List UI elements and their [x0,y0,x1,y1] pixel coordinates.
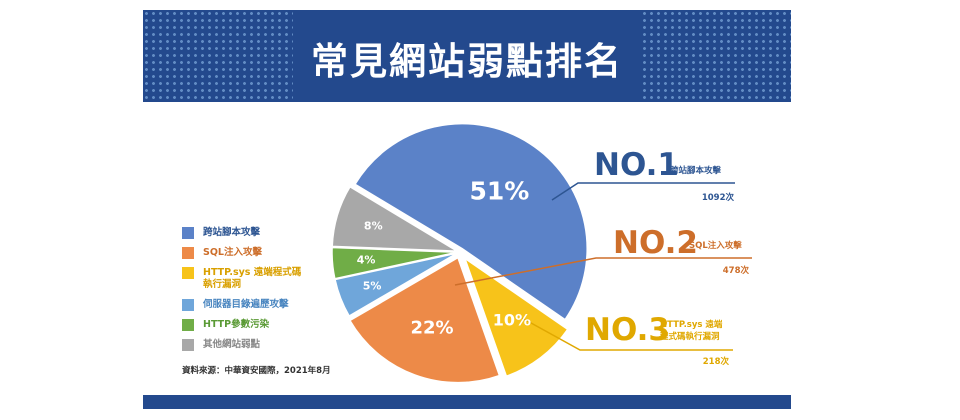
legend-swatch [182,247,194,259]
callout-no1-name: 跨站腳本攻擊 [670,165,721,177]
legend-item: HTTP.sys 遠端程式碼 執行漏洞 [182,267,332,291]
legend-label: HTTP參數污染 [203,319,269,331]
bottom-bar [143,395,791,409]
pie-slice-label: 8% [364,220,383,233]
legend-swatch [182,299,194,311]
legend-swatch [182,319,194,331]
pie-chart: 51% 10% 22% 5% 4% 8% [0,0,960,420]
callout-no2-count: 478次 [723,264,749,276]
legend-label: 跨站腳本攻擊 [203,227,260,239]
pie-slice-label: 4% [357,254,376,267]
callout-no3-rank: NO.3 [585,312,670,348]
callout-no1: NO.1 跨站腳本攻擊 1092次 [594,150,736,181]
callout-no3-name: HTTP.sys 遠端 程式碼執行漏洞 [660,319,722,343]
legend-swatch [182,339,194,351]
legend-item: 伺服器目錄遍歷攻擊 [182,299,332,311]
legend-label: SQL注入攻擊 [203,247,262,259]
callout-no1-rank: NO.1 [594,147,679,183]
callout-no3-count: 218次 [703,355,729,367]
source-note: 資料來源：中華資安國際，2021年8月 [182,364,331,376]
legend: 跨站腳本攻擊 SQL注入攻擊 HTTP.sys 遠端程式碼 執行漏洞伺服器目錄遍歷攻… [182,227,332,359]
legend-item: HTTP參數污染 [182,319,332,331]
pie-slice-label: 5% [363,280,382,293]
pie-slice-label: 10% [493,310,531,329]
legend-label: 其他網站弱點 [203,339,260,351]
pie-slice-label: 22% [410,318,453,339]
legend-item: SQL注入攻擊 [182,247,332,259]
callout-no2: NO.2 SQL注入攻擊 478次 [613,228,753,259]
legend-label: HTTP.sys 遠端程式碼 執行漏洞 [203,267,301,291]
callout-no2-name: SQL注入攻擊 [689,240,742,252]
callout-no2-rank: NO.2 [613,225,698,261]
pie-slice-label: 51% [469,176,529,205]
callout-no3: NO.3 HTTP.sys 遠端 程式碼執行漏洞 218次 [585,315,735,346]
legend-item: 其他網站弱點 [182,339,332,351]
legend-swatch [182,227,194,239]
legend-label: 伺服器目錄遍歷攻擊 [203,299,289,311]
callout-no1-count: 1092次 [702,191,734,203]
legend-swatch [182,267,194,279]
legend-item: 跨站腳本攻擊 [182,227,332,239]
